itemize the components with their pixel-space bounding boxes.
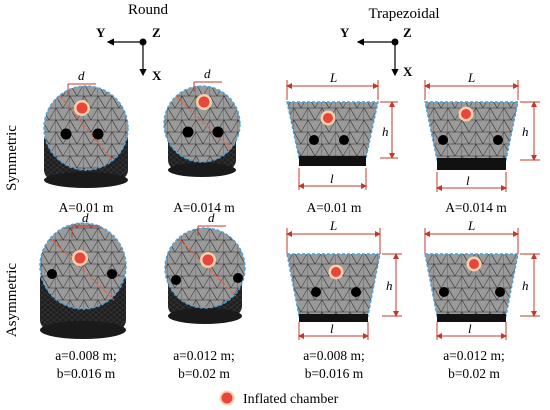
caption-asym-round-2-b: b=0.02 m bbox=[178, 366, 230, 381]
axis-label-x: X bbox=[403, 64, 413, 79]
legend-label-inflated-chamber: Inflated chamber bbox=[243, 392, 339, 407]
dim-label-l: l bbox=[468, 321, 472, 336]
model-symmetric-trapezoidal-1: L h l bbox=[286, 70, 398, 190]
dim-label-d: d bbox=[204, 66, 211, 81]
dim-label-l: l bbox=[466, 173, 470, 188]
caption-sym-round-1: A=0.01 m bbox=[59, 200, 114, 215]
dim-label-d: d bbox=[78, 68, 85, 83]
caption-asym-round-2-a: a=0.012 m; bbox=[173, 348, 235, 363]
row-title-symmetric: Symmetric bbox=[4, 125, 20, 191]
dim-label-L: L bbox=[467, 218, 475, 233]
axis-triad-trapezoidal: Y Z X bbox=[340, 25, 413, 79]
caption-asym-round-1-a: a=0.008 m; bbox=[55, 348, 117, 363]
column-title-trapezoidal: Trapezoidal bbox=[368, 6, 439, 22]
row-title-asymmetric: Asymmetric bbox=[4, 263, 20, 337]
model-symmetric-round-1: d bbox=[43, 68, 129, 188]
axis-triad-round: Y Z X bbox=[96, 25, 162, 83]
caption-sym-trap-2: A=0.014 m bbox=[445, 200, 507, 215]
axis-label-x: X bbox=[152, 68, 162, 83]
dim-label-L: L bbox=[467, 70, 475, 85]
model-asymmetric-trapezoidal-2: L h l bbox=[424, 218, 540, 340]
caption-asym-trap-2-b: b=0.02 m bbox=[448, 366, 500, 381]
model-symmetric-trapezoidal-2: L h l bbox=[424, 70, 540, 192]
model-asymmetric-round-2: d bbox=[164, 210, 246, 324]
dim-label-L: L bbox=[329, 70, 337, 85]
caption-asym-round-1-b: b=0.016 m bbox=[57, 366, 116, 381]
legend: Inflated chamber bbox=[219, 390, 339, 407]
caption-sym-round-2: A=0.014 m bbox=[173, 200, 235, 215]
column-title-round: Round bbox=[128, 2, 169, 18]
dim-label-h: h bbox=[382, 124, 389, 139]
axis-label-z: Z bbox=[152, 25, 161, 40]
model-symmetric-round-2: d bbox=[163, 66, 241, 177]
axis-label-y: Y bbox=[340, 25, 350, 40]
axis-label-z: Z bbox=[403, 25, 412, 40]
dim-label-d: d bbox=[82, 210, 89, 225]
dim-label-h: h bbox=[522, 124, 529, 139]
dim-label-l: l bbox=[330, 171, 334, 186]
dim-label-l: l bbox=[330, 321, 334, 336]
caption-asym-trap-1-b: b=0.016 m bbox=[305, 366, 364, 381]
dim-label-h: h bbox=[386, 278, 393, 293]
axis-label-y: Y bbox=[96, 25, 106, 40]
caption-asym-trap-2-a: a=0.012 m; bbox=[443, 348, 505, 363]
model-asymmetric-trapezoidal-1: L h l bbox=[286, 218, 402, 340]
caption-asym-trap-1-a: a=0.008 m; bbox=[303, 348, 365, 363]
model-asymmetric-round-1: d bbox=[39, 210, 127, 339]
dim-label-L: L bbox=[329, 218, 337, 233]
caption-sym-trap-1: A=0.01 m bbox=[307, 200, 362, 215]
dim-label-d: d bbox=[208, 210, 215, 225]
dim-label-h: h bbox=[522, 278, 529, 293]
